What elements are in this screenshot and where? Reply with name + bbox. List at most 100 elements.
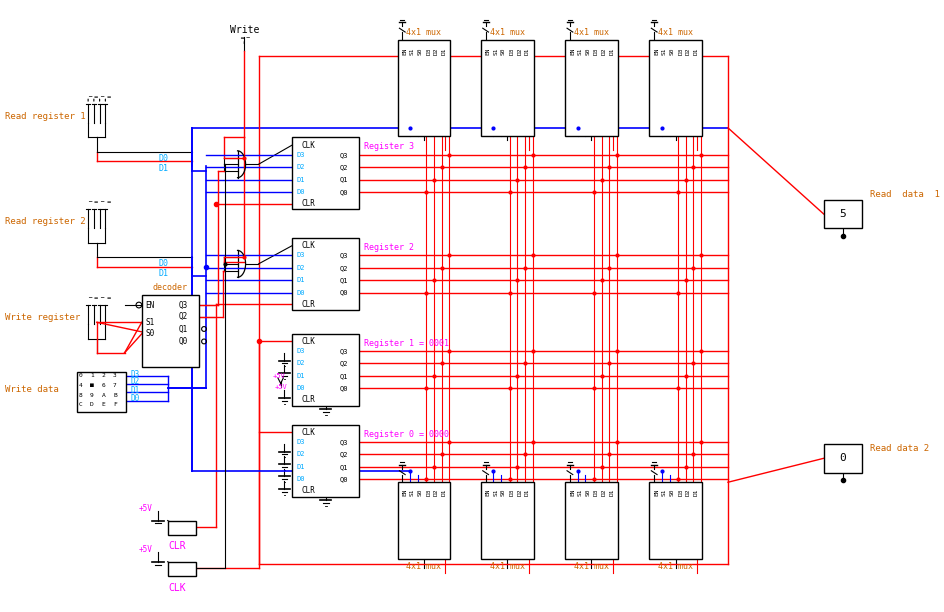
Text: S1: S1 (494, 48, 498, 55)
Text: 1: 1 (90, 373, 93, 378)
Text: 0: 0 (78, 373, 82, 378)
Text: S0: S0 (669, 48, 675, 55)
Bar (292, 425, 359, 496)
Bar (649, 482, 702, 559)
Bar (76, 372, 126, 412)
Text: Q3: Q3 (340, 252, 348, 258)
Bar (168, 521, 196, 535)
Text: S0: S0 (417, 48, 423, 55)
Text: +5V: +5V (139, 504, 153, 513)
Text: S0: S0 (669, 488, 675, 496)
Text: 4x1 mux: 4x1 mux (658, 562, 693, 571)
Bar (480, 40, 533, 135)
Text: CLK: CLK (168, 583, 186, 592)
Bar (397, 40, 450, 135)
Text: CLR: CLR (302, 395, 315, 405)
Text: CLR: CLR (302, 487, 315, 495)
Text: D3: D3 (297, 439, 306, 445)
Text: D3: D3 (594, 488, 598, 496)
Text: D1: D1 (158, 269, 168, 278)
Text: 5: 5 (839, 209, 846, 219)
Text: D1: D1 (694, 48, 699, 55)
Text: Q3: Q3 (340, 348, 348, 354)
Text: D0: D0 (297, 476, 306, 482)
Text: Read  data  1: Read data 1 (869, 190, 939, 200)
Bar (142, 296, 199, 367)
Text: S0: S0 (417, 488, 423, 496)
Text: D2: D2 (297, 452, 306, 457)
Text: 4: 4 (78, 383, 82, 388)
Text: 7: 7 (113, 383, 117, 388)
Text: 4x1 mux: 4x1 mux (574, 28, 609, 37)
Text: CLK: CLK (302, 337, 315, 346)
Bar (480, 482, 533, 559)
Text: Q0: Q0 (340, 289, 348, 296)
Text: D3: D3 (297, 348, 306, 354)
Text: EN: EN (402, 48, 407, 55)
Bar (397, 482, 450, 559)
Text: 4x1 mux: 4x1 mux (490, 28, 525, 37)
Text: Q0: Q0 (178, 337, 188, 346)
Text: Write data: Write data (5, 385, 59, 394)
Text: S1: S1 (145, 318, 155, 327)
Bar (292, 138, 359, 209)
Text: Read register 2: Read register 2 (5, 217, 85, 226)
Text: D2: D2 (601, 488, 607, 496)
Text: C: C (78, 402, 82, 407)
Text: Q3: Q3 (178, 300, 188, 310)
Text: Q1: Q1 (340, 373, 348, 379)
Text: 4x1 mux: 4x1 mux (574, 562, 609, 571)
Text: CLR: CLR (168, 542, 186, 551)
Text: S1: S1 (410, 48, 415, 55)
Text: ─ ═ ─ ═: ─ ═ ─ ═ (88, 296, 110, 301)
Text: A: A (102, 392, 106, 398)
Text: Register 2: Register 2 (364, 243, 414, 252)
Text: D3: D3 (130, 370, 140, 378)
Text: Q0: Q0 (340, 386, 348, 392)
Text: EN: EN (485, 48, 491, 55)
Text: D2: D2 (297, 164, 306, 170)
Text: Q2: Q2 (340, 452, 348, 457)
Text: D3: D3 (510, 488, 514, 496)
Text: Q2: Q2 (340, 264, 348, 271)
Text: EN: EN (145, 300, 155, 310)
Text: D1: D1 (130, 386, 140, 395)
Text: Q1: Q1 (340, 177, 348, 182)
Text: CLR: CLR (302, 199, 315, 208)
Text: Q2: Q2 (178, 312, 188, 321)
Text: S1: S1 (662, 48, 666, 55)
Text: 4x1 mux: 4x1 mux (406, 562, 442, 571)
Text: D3: D3 (297, 152, 306, 158)
Text: D1: D1 (297, 177, 306, 182)
Text: Q0: Q0 (340, 476, 348, 482)
Text: EN: EN (402, 488, 407, 496)
Text: EN: EN (570, 48, 575, 55)
Text: Q3: Q3 (340, 439, 348, 445)
Text: EN: EN (654, 48, 659, 55)
Text: 8: 8 (78, 392, 82, 398)
Bar (292, 238, 359, 310)
Text: D2: D2 (130, 377, 140, 386)
Text: D3: D3 (678, 488, 683, 496)
Text: Q2: Q2 (340, 164, 348, 170)
Text: D1: D1 (442, 488, 447, 496)
Text: CLR: CLR (302, 300, 315, 308)
Text: 4x1 mux: 4x1 mux (406, 28, 442, 37)
Text: B: B (113, 392, 117, 398)
Text: CLK: CLK (302, 241, 315, 250)
Text: D: D (90, 402, 93, 407)
Text: D2: D2 (434, 48, 439, 55)
Text: D3: D3 (427, 488, 431, 496)
Text: Write: Write (229, 25, 259, 35)
Text: Register 1 = 0001: Register 1 = 0001 (364, 339, 449, 348)
Text: S1: S1 (662, 488, 666, 496)
Text: D2: D2 (297, 264, 306, 271)
Text: 3: 3 (113, 373, 117, 378)
Text: Q1: Q1 (340, 277, 348, 283)
Text: CLK: CLK (302, 141, 315, 149)
Text: ─ ═ ─ ═: ─ ═ ─ ═ (88, 200, 110, 205)
Text: D2: D2 (517, 488, 522, 496)
Text: Q1: Q1 (178, 324, 188, 334)
Text: D2: D2 (686, 488, 691, 496)
Text: Q2: Q2 (340, 360, 348, 367)
